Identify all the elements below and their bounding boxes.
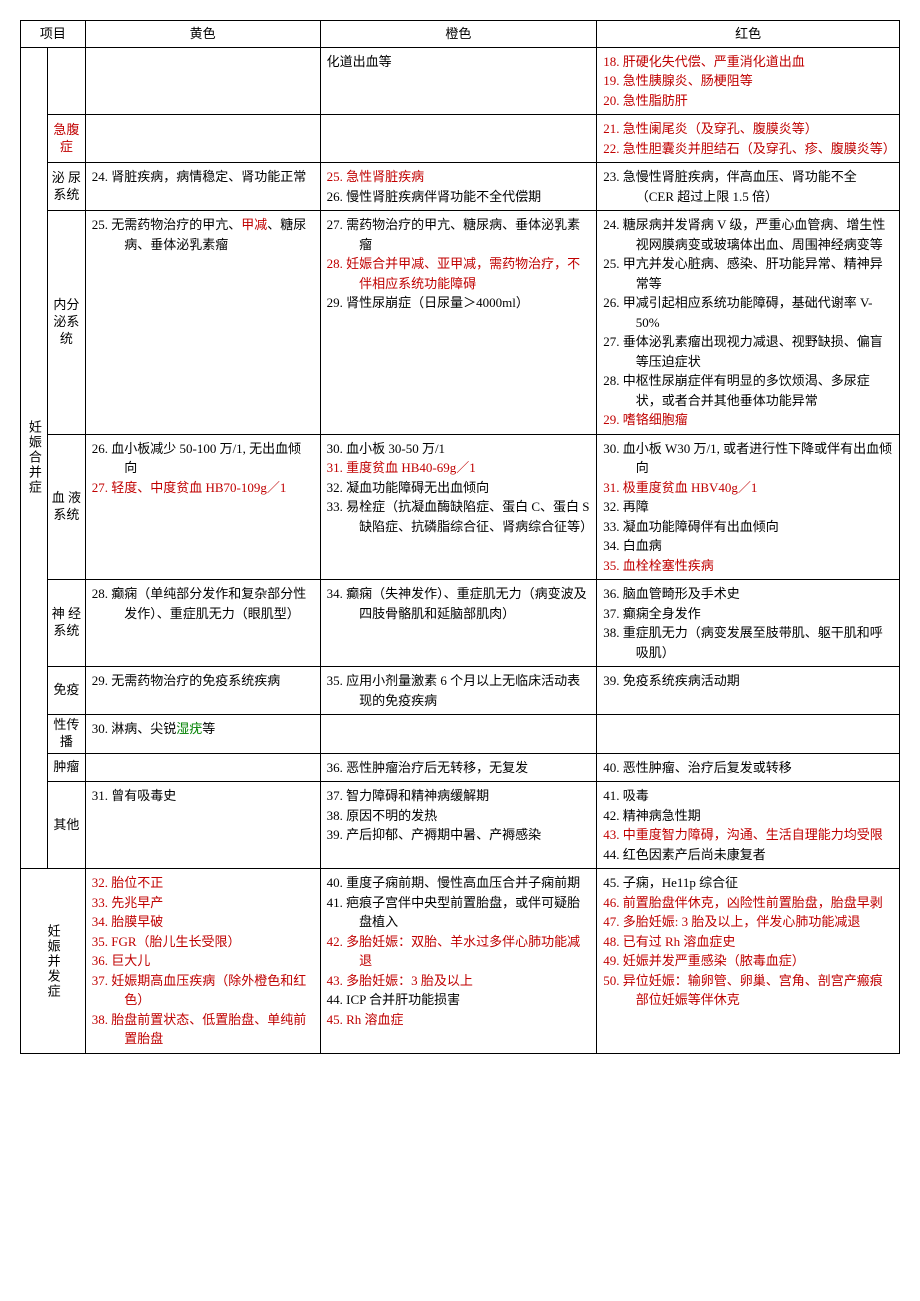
orange-endocrine: 27. 需药物治疗的甲亢、糖尿病、垂体泌乳素瘤 28. 妊娠合并甲减、亚甲减，需… (320, 211, 597, 435)
col-red: 红色 (597, 21, 900, 48)
row-other: 其他 31. 曾有吸毒史 37. 智力障碍和精神病缓解期 38. 原因不明的发热… (21, 782, 900, 869)
sub-endocrine: 内分泌系统 (48, 211, 86, 435)
yellow-urinary: 24. 肾脏疾病，病情稳定、肾功能正常 (85, 163, 320, 211)
cat1-label: 妊娠合并症 (21, 47, 48, 869)
orange-acute (320, 115, 597, 163)
yellow-endocrine: 25. 无需药物治疗的甲亢、甲减、糖尿病、垂体泌乳素瘤 (85, 211, 320, 435)
yellow-tumor (85, 753, 320, 782)
yellow-digestive (85, 47, 320, 115)
cat2-label: 妊娠并发症 (21, 869, 86, 1054)
red-other: 41. 吸毒 42. 精神病急性期 43. 中重度智力障碍，沟通、生活自理能力均… (597, 782, 900, 869)
orange-tumor: 36. 恶性肿瘤治疗后无转移，无复发 (320, 753, 597, 782)
sub-acute: 急腹症 (48, 115, 86, 163)
sub-blood: 血 液系统 (48, 434, 86, 580)
red-digestive: 18. 肝硬化失代偿、严重消化道出血 19. 急性胰腺炎、肠梗阻等 20. 急性… (597, 47, 900, 115)
orange-digestive: 化道出血等 (320, 47, 597, 115)
col-orange: 橙色 (320, 21, 597, 48)
sub-immune: 免疫 (48, 667, 86, 715)
orange-comp: 40. 重度子痫前期、慢性高血压合并子痫前期 41. 疤痕子宫伴中央型前置胎盘，… (320, 869, 597, 1054)
row-immune: 免疫 29. 无需药物治疗的免疫系统疾病 35. 应用小剂量激素 6 个月以上无… (21, 667, 900, 715)
red-std (597, 715, 900, 754)
row-digestive: 妊娠合并症 化道出血等 18. 肝硬化失代偿、严重消化道出血 19. 急性胰腺炎… (21, 47, 900, 115)
yellow-std: 30. 淋病、尖锐湿疣等 (85, 715, 320, 754)
red-endocrine: 24. 糖尿病并发肾病 V 级，严重心血管病、增生性视网膜病变或玻璃体出血、周围… (597, 211, 900, 435)
col-project: 项目 (21, 21, 86, 48)
sub-tumor: 肿瘤 (48, 753, 86, 782)
orange-other: 37. 智力障碍和精神病缓解期 38. 原因不明的发热 39. 产后抑郁、产褥期… (320, 782, 597, 869)
sub-other: 其他 (48, 782, 86, 869)
yellow-nervous: 28. 癫痫（单纯部分发作和复杂部分性发作）、重症肌无力（眼肌型） (85, 580, 320, 667)
sub-nervous: 神 经系统 (48, 580, 86, 667)
sub-std: 性传播 (48, 715, 86, 754)
red-urinary: 23. 急慢性肾脏疾病，伴高血压、肾功能不全（CER 超过上限 1.5 倍） (597, 163, 900, 211)
row-complications: 妊娠并发症 32. 胎位不正 33. 先兆早产 34. 胎膜早破 35. FGR… (21, 869, 900, 1054)
red-tumor: 40. 恶性肿瘤、治疗后复发或转移 (597, 753, 900, 782)
row-urinary: 泌 尿系统 24. 肾脏疾病，病情稳定、肾功能正常 25. 急性肾脏疾病 26.… (21, 163, 900, 211)
yellow-blood: 26. 血小板减少 50-100 万/1, 无出血倾向 27. 轻度、中度贫血 … (85, 434, 320, 580)
orange-std (320, 715, 597, 754)
orange-urinary: 25. 急性肾脏疾病 26. 慢性肾脏疾病伴肾功能不全代偿期 (320, 163, 597, 211)
row-tumor: 肿瘤 36. 恶性肿瘤治疗后无转移，无复发 40. 恶性肿瘤、治疗后复发或转移 (21, 753, 900, 782)
risk-classification-table: 项目 黄色 橙色 红色 妊娠合并症 化道出血等 18. 肝硬化失代偿、严重消化道… (20, 20, 900, 1054)
yellow-other: 31. 曾有吸毒史 (85, 782, 320, 869)
row-acute-abdomen: 急腹症 21. 急性阑尾炎（及穿孔、腹膜炎等） 22. 急性胆囊炎并胆结石（及穿… (21, 115, 900, 163)
row-blood: 血 液系统 26. 血小板减少 50-100 万/1, 无出血倾向 27. 轻度… (21, 434, 900, 580)
red-nervous: 36. 脑血管畸形及手术史 37. 癫痫全身发作 38. 重症肌无力（病变发展至… (597, 580, 900, 667)
row-std: 性传播 30. 淋病、尖锐湿疣等 (21, 715, 900, 754)
sub-digestive (48, 47, 86, 115)
red-acute: 21. 急性阑尾炎（及穿孔、腹膜炎等） 22. 急性胆囊炎并胆结石（及穿孔、疹、… (597, 115, 900, 163)
yellow-comp: 32. 胎位不正 33. 先兆早产 34. 胎膜早破 35. FGR（胎儿生长受… (85, 869, 320, 1054)
col-yellow: 黄色 (85, 21, 320, 48)
orange-immune: 35. 应用小剂量激素 6 个月以上无临床活动表现的免疫疾病 (320, 667, 597, 715)
red-comp: 45. 子痫，He11p 综合征 46. 前置胎盘伴休克，凶险性前置胎盘，胎盘早… (597, 869, 900, 1054)
sub-urinary: 泌 尿系统 (48, 163, 86, 211)
orange-nervous: 34. 癫痫（失神发作）、重症肌无力（病变波及四肢骨骼肌和延脑部肌肉） (320, 580, 597, 667)
orange-blood: 30. 血小板 30-50 万/1 31. 重度贫血 HB40-69g／1 32… (320, 434, 597, 580)
yellow-acute (85, 115, 320, 163)
row-endocrine: 内分泌系统 25. 无需药物治疗的甲亢、甲减、糖尿病、垂体泌乳素瘤 27. 需药… (21, 211, 900, 435)
row-nervous: 神 经系统 28. 癫痫（单纯部分发作和复杂部分性发作）、重症肌无力（眼肌型） … (21, 580, 900, 667)
yellow-immune: 29. 无需药物治疗的免疫系统疾病 (85, 667, 320, 715)
red-blood: 30. 血小板 W30 万/1, 或者进行性下降或伴有出血倾向 31. 极重度贫… (597, 434, 900, 580)
header-row: 项目 黄色 橙色 红色 (21, 21, 900, 48)
red-immune: 39. 免疫系统疾病活动期 (597, 667, 900, 715)
